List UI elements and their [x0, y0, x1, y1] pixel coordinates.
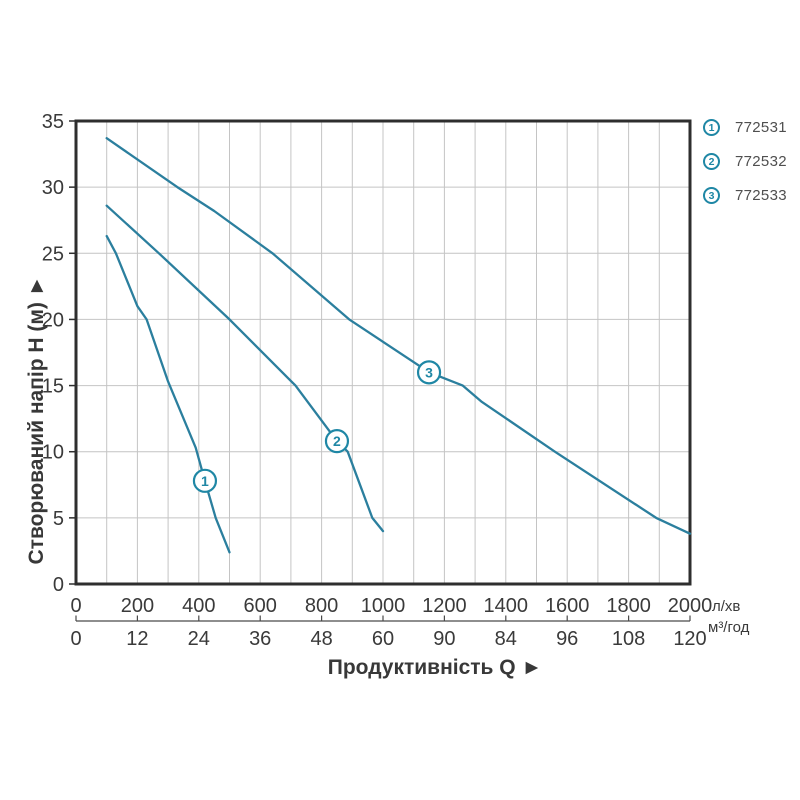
x-axis-secondary-tick-label: 0 — [70, 628, 81, 650]
plot-frame — [74, 119, 692, 586]
legend-marker-2-icon: 2 — [703, 153, 720, 170]
x-axis-primary-tick-label: 1800 — [606, 595, 651, 617]
x-axis-primary-tick-label: 400 — [182, 595, 215, 617]
curve-772532 — [105, 204, 385, 533]
y-axis-tick-label: 10 — [42, 442, 64, 464]
curve-marker-number-3: 3 — [425, 364, 433, 380]
x-axis-primary-tick-label: 1600 — [545, 595, 590, 617]
x-axis-secondary-tick-label: 120 — [673, 628, 706, 650]
x-axis-primary-unit: л/хв — [712, 598, 740, 615]
x-axis-secondary-tick-label: 24 — [188, 628, 210, 650]
x-axis-secondary-tick-label: 108 — [612, 628, 645, 650]
x-axis-title: Продуктивність Q ► — [327, 656, 543, 679]
x-axis-secondary-tick-label: 12 — [126, 628, 148, 650]
curve-marker-number-1: 1 — [201, 473, 209, 489]
curve-marker-2 — [324, 429, 350, 454]
y-axis-tick-label: 25 — [42, 243, 64, 265]
x-axis-secondary-tick-label: 90 — [433, 628, 455, 650]
x-axis-primary-tick-label: 600 — [244, 595, 277, 617]
x-axis-primary-tick-label: 1400 — [484, 595, 529, 617]
y-axis-tick-label: 20 — [42, 309, 64, 331]
legend-marker-1-icon: 1 — [703, 119, 720, 136]
legend-item-772532: 2 772532 — [703, 153, 787, 170]
x-axis-primary-tick-label: 800 — [305, 595, 338, 617]
x-axis-secondary-tick-label: 48 — [310, 628, 332, 650]
y-axis-tick-label: 0 — [53, 574, 64, 596]
x-axis-secondary-tick-label: 60 — [372, 628, 394, 650]
curve-marker-3 — [416, 360, 442, 385]
legend-label-772533: 772533 — [735, 187, 787, 204]
y-axis-tick-label: 35 — [42, 111, 64, 133]
y-axis-title: Створюваний напір Н (м) ► — [25, 275, 48, 565]
x-axis-primary-tick-label: 200 — [121, 595, 154, 617]
x-axis-secondary-tick-label: 84 — [495, 628, 517, 650]
legend-marker-3-icon: 3 — [703, 187, 720, 204]
x-axis-primary-tick-label: 1000 — [361, 595, 406, 617]
legend-item-772531: 1 772531 — [703, 119, 787, 136]
legend-item-772533: 3 772533 — [703, 187, 787, 204]
x-axis-secondary-unit: м³/год — [708, 619, 750, 636]
x-axis-primary-tick-label: 2000 — [668, 595, 713, 617]
legend-label-772531: 772531 — [735, 119, 787, 136]
y-axis-tick-label: 30 — [42, 177, 64, 199]
legend-label-772532: 772532 — [735, 153, 787, 170]
legend: 1 772531 2 772532 3 772533 — [703, 119, 787, 204]
y-axis-tick-label: 5 — [53, 508, 64, 530]
x-axis-primary-tick-label: 0 — [70, 595, 81, 617]
curve-772533 — [105, 137, 692, 535]
curve-marker-number-2: 2 — [333, 433, 341, 449]
curve-marker-1 — [192, 468, 218, 493]
curve-772531 — [105, 234, 231, 554]
x-axis-primary-tick-label: 1200 — [422, 595, 467, 617]
x-axis-secondary-tick-label: 96 — [556, 628, 578, 650]
y-axis-tick-label: 15 — [42, 376, 64, 398]
x-axis-secondary-tick-label: 36 — [249, 628, 271, 650]
